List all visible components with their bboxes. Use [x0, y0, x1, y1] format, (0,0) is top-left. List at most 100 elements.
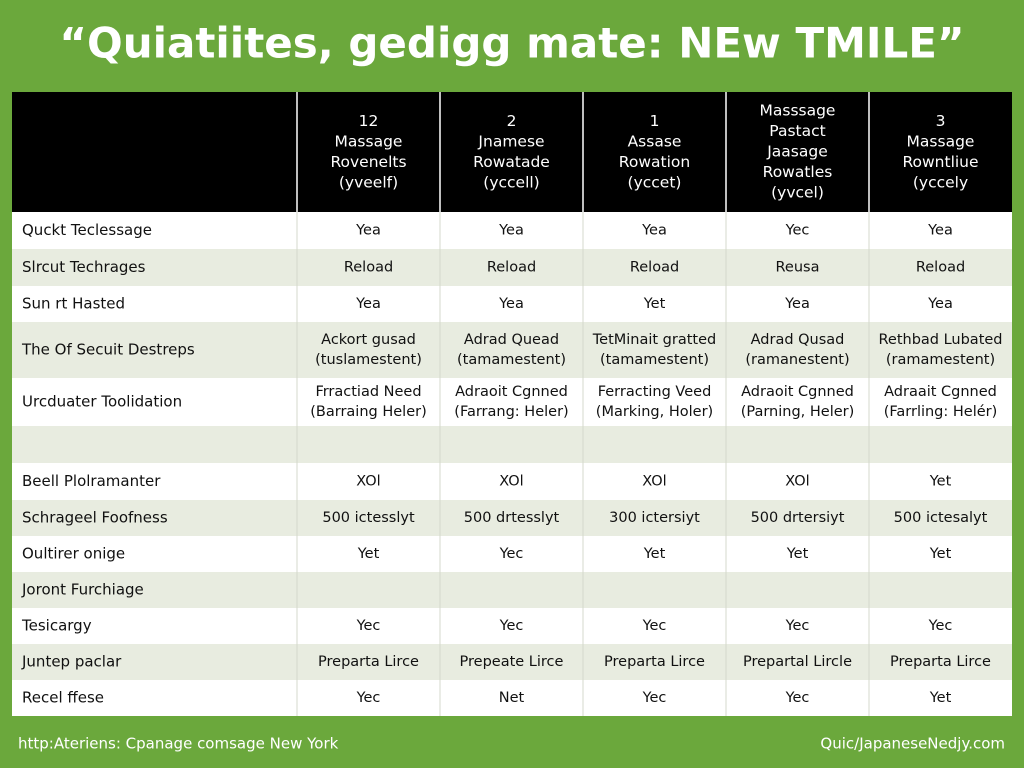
cell-text: Yec	[499, 546, 524, 562]
header-text: Rowntliue	[902, 153, 978, 171]
footer-right: Quic/JapaneseNedjy.com	[820, 735, 1005, 753]
row-background	[12, 249, 1012, 286]
header-text: (yccely	[913, 173, 968, 191]
cell-text: XOl	[642, 474, 666, 490]
cell-text: Adraoit Cgnned	[455, 384, 568, 400]
cell-text: (Barraing Heler)	[310, 404, 426, 420]
cell-text: XOl	[785, 474, 809, 490]
row-background	[12, 500, 1012, 536]
cell-text: (Parning, Heler)	[741, 404, 855, 420]
cell-text: Prepartal Lircle	[743, 654, 852, 670]
cell-text: Ackort gusad	[321, 332, 416, 348]
header-text: (yccell)	[483, 173, 539, 191]
cell-text: Yec	[642, 618, 667, 634]
cell-text: 500 ictesalyt	[894, 510, 988, 526]
cell-text: Net	[499, 690, 525, 706]
row-label: Quckt Teclessage	[22, 221, 152, 239]
cell-text: 300 ictersiyt	[609, 510, 700, 526]
cell-text: Reload	[487, 260, 536, 276]
cell-text: Yec	[356, 618, 381, 634]
row-label: Joront Furchiage	[21, 581, 144, 599]
cell-text: Yec	[928, 618, 953, 634]
header-text: 1	[650, 112, 660, 130]
row-label: The Of Secuit Destreps	[21, 341, 195, 359]
row-label: Recel ffese	[22, 689, 104, 707]
cell-text: Yet	[643, 296, 666, 312]
row-background	[12, 680, 1012, 716]
cell-text: Yea	[784, 296, 810, 312]
cell-text: TetMinait gratted	[592, 332, 716, 348]
cell-text: Prepeate Lirce	[460, 654, 564, 670]
cell-text: Yea	[355, 223, 381, 239]
cell-text: Yet	[929, 546, 952, 562]
cell-text: Adrad Qusad	[751, 332, 845, 348]
cell-text: (tuslamestent)	[315, 352, 422, 368]
cell-text: Preparta Lirce	[890, 654, 991, 670]
cell-text: 500 ictesslyt	[322, 510, 415, 526]
cell-text: (Farrling: Helér)	[884, 404, 998, 420]
cell-text: Frractiad Need	[315, 384, 421, 400]
cell-text: (Marking, Holer)	[596, 404, 713, 420]
cell-text: Yet	[643, 546, 666, 562]
cell-text: Reusa	[776, 260, 820, 276]
cell-text: 500 drtersiyt	[751, 510, 845, 526]
cell-text: Yea	[927, 296, 953, 312]
cell-text: (ramamestent)	[886, 352, 995, 368]
row-background	[12, 536, 1012, 572]
cell-text: Yec	[356, 690, 381, 706]
row-label: Schrageel Foofness	[22, 509, 168, 527]
cell-text: (tamamestent)	[457, 352, 566, 368]
row-background	[12, 378, 1012, 426]
cell-text: Yea	[498, 223, 524, 239]
cell-text: (ramanestent)	[745, 352, 849, 368]
cell-text: Reload	[344, 260, 393, 276]
cell-text: Yet	[929, 474, 952, 490]
header-text: 12	[359, 112, 379, 130]
header-text: Rowatade	[473, 153, 550, 171]
row-background	[12, 572, 1012, 608]
row-label: Juntep paclar	[21, 653, 122, 671]
header-text: Jnamese	[477, 132, 544, 150]
header-text: 3	[936, 112, 946, 130]
cell-text: Yea	[641, 223, 667, 239]
cell-text: 500 drtesslyt	[464, 510, 560, 526]
cell-text: Adrad Quead	[464, 332, 559, 348]
header-text: Pastact	[769, 122, 825, 140]
cell-text: (tamamestent)	[600, 352, 709, 368]
row-background	[12, 426, 1012, 463]
cell-text: Preparta Lirce	[604, 654, 705, 670]
cell-text: Preparta Lirce	[318, 654, 419, 670]
cell-text: Yea	[498, 296, 524, 312]
row-label: Sun rt Hasted	[22, 295, 125, 313]
cell-text: Yec	[642, 690, 667, 706]
header-text: Rowation	[619, 153, 690, 171]
row-background	[12, 286, 1012, 322]
row-label: Slrcut Techrages	[22, 258, 146, 276]
row-background	[12, 608, 1012, 644]
header-text: Massage	[907, 132, 975, 150]
cell-text: Yet	[929, 690, 952, 706]
cell-text: Yet	[357, 546, 380, 562]
cell-text: Ferracting Veed	[598, 384, 712, 400]
cell-text: XOl	[356, 474, 380, 490]
row-background	[12, 322, 1012, 378]
cell-text: Yec	[785, 690, 810, 706]
cell-text: Yec	[785, 223, 810, 239]
row-background	[12, 463, 1012, 500]
header-text: Jaasage	[766, 143, 828, 161]
header-band	[12, 92, 1012, 212]
cell-text: (Farrang: Heler)	[454, 404, 568, 420]
row-background	[12, 644, 1012, 680]
header-text: Assase	[628, 132, 682, 150]
row-background	[12, 212, 1012, 249]
row-label: Urcduater Toolidation	[22, 393, 182, 411]
header-text: (yveelf)	[339, 173, 398, 191]
header-text: (yvcel)	[771, 184, 824, 202]
title: “Quiatiites, gedigg mate: NEw TMILE”	[59, 19, 964, 68]
cell-text: Yea	[927, 223, 953, 239]
header-text: 2	[507, 112, 517, 130]
cell-text: Yea	[355, 296, 381, 312]
header-text: Rovenelts	[330, 153, 406, 171]
